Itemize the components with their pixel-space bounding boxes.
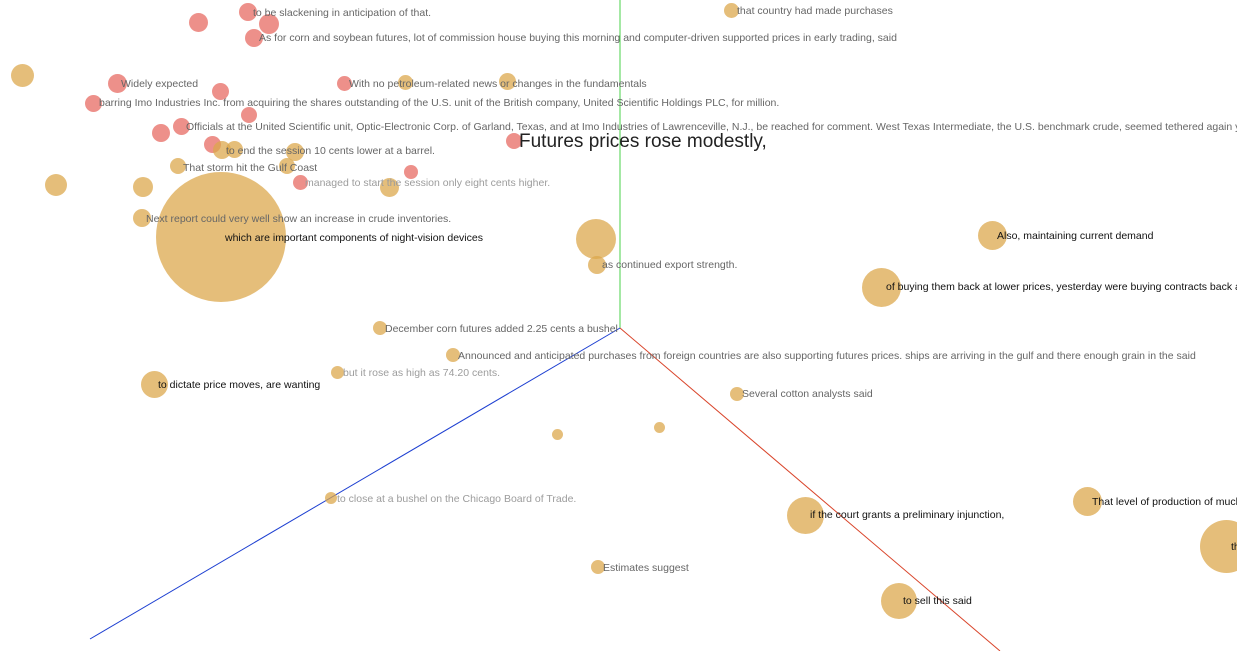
point-bubble[interactable] [279, 158, 295, 174]
point-bubble[interactable] [152, 124, 170, 142]
point-label-highlighted[interactable]: Futures prices rose modestly, [519, 131, 767, 152]
point-bubble[interactable] [245, 29, 263, 47]
point-bubble[interactable] [862, 268, 901, 307]
z-axis-line [89, 327, 621, 640]
point-bubble[interactable] [591, 560, 605, 574]
point-bubble[interactable] [724, 3, 739, 18]
point-bubble[interactable] [141, 371, 168, 398]
point-label[interactable]: That storm hit the Gulf Coast [183, 162, 318, 174]
point-bubble[interactable] [576, 219, 616, 259]
point-label[interactable]: As for corn and soybean futures, lot of … [259, 32, 897, 44]
point-bubble[interactable] [730, 387, 744, 401]
point-bubble[interactable] [588, 256, 606, 274]
point-label[interactable]: which are important components of night-… [225, 232, 483, 244]
point-bubble[interactable] [85, 95, 102, 112]
point-bubble[interactable] [331, 366, 344, 379]
point-bubble[interactable] [189, 13, 208, 32]
point-bubble[interactable] [787, 497, 824, 534]
point-label[interactable]: to end the session 10 cents lower at a b… [226, 145, 435, 157]
point-bubble[interactable] [654, 422, 665, 433]
x-axis-line [619, 327, 1001, 651]
point-label[interactable]: as continued export strength. [602, 259, 738, 271]
point-bubble[interactable] [45, 174, 67, 196]
point-bubble[interactable] [499, 73, 516, 90]
point-bubble[interactable] [446, 348, 460, 362]
point-bubble[interactable] [325, 492, 337, 504]
point-bubble[interactable] [293, 175, 308, 190]
point-label[interactable]: th [1231, 541, 1237, 553]
point-label[interactable]: Officials at the United Scientific unit,… [186, 121, 1237, 133]
point-label[interactable]: Also, maintaining current demand [997, 230, 1154, 242]
point-label[interactable]: That level of production of much [1092, 496, 1237, 508]
point-bubble[interactable] [978, 221, 1007, 250]
point-bubble[interactable] [173, 118, 190, 135]
point-bubble[interactable] [337, 76, 352, 91]
point-bubble[interactable] [1200, 520, 1237, 573]
point-bubble[interactable] [506, 133, 522, 149]
point-label[interactable]: of buying them back at lower prices, yes… [886, 281, 1237, 293]
point-bubble[interactable] [170, 158, 186, 174]
point-bubble[interactable] [552, 429, 563, 440]
point-bubble[interactable] [241, 107, 257, 123]
point-label[interactable]: Widely expected [121, 78, 199, 90]
point-label[interactable]: Announced and anticipated purchases from… [458, 350, 1196, 362]
point-bubble[interactable] [404, 165, 418, 179]
point-label[interactable]: to dictate price moves, are wanting [158, 379, 321, 391]
point-label[interactable]: to sell this said [903, 595, 972, 607]
point-bubble[interactable] [239, 3, 257, 21]
point-label[interactable]: but it rose as high as 74.20 cents. [343, 367, 501, 379]
point-bubble[interactable] [380, 178, 399, 197]
point-bubble[interactable] [881, 583, 917, 619]
point-label[interactable]: to close at a bushel on the Chicago Boar… [337, 493, 577, 505]
point-label[interactable]: Estimates suggest [603, 562, 689, 574]
point-bubble[interactable] [156, 172, 286, 302]
point-label[interactable]: managed to start the session only eight … [305, 177, 551, 189]
point-bubble[interactable] [286, 143, 304, 161]
point-bubble[interactable] [108, 74, 127, 93]
point-label[interactable]: to be slackening in anticipation of that… [253, 7, 432, 19]
point-bubble[interactable] [259, 14, 279, 34]
point-bubble[interactable] [133, 177, 153, 197]
point-label[interactable]: With no petroleum-related news or change… [349, 78, 647, 90]
point-bubble[interactable] [11, 64, 34, 87]
point-label[interactable]: December corn futures added 2.25 cents a… [385, 323, 618, 335]
point-label[interactable]: Next report could very well show an incr… [146, 213, 452, 225]
point-bubble[interactable] [133, 209, 151, 227]
point-label[interactable]: if the court grants a preliminary injunc… [810, 509, 1005, 521]
point-bubble[interactable] [1073, 487, 1102, 516]
point-label[interactable]: barring Imo Industries Inc. from acquiri… [99, 97, 780, 109]
point-bubble[interactable] [398, 75, 413, 90]
point-bubble[interactable] [226, 141, 243, 158]
point-bubble[interactable] [373, 321, 387, 335]
point-label[interactable]: that country had made purchases [737, 5, 893, 17]
point-label[interactable]: Several cotton analysts said [742, 388, 873, 400]
point-bubble[interactable] [212, 83, 229, 100]
